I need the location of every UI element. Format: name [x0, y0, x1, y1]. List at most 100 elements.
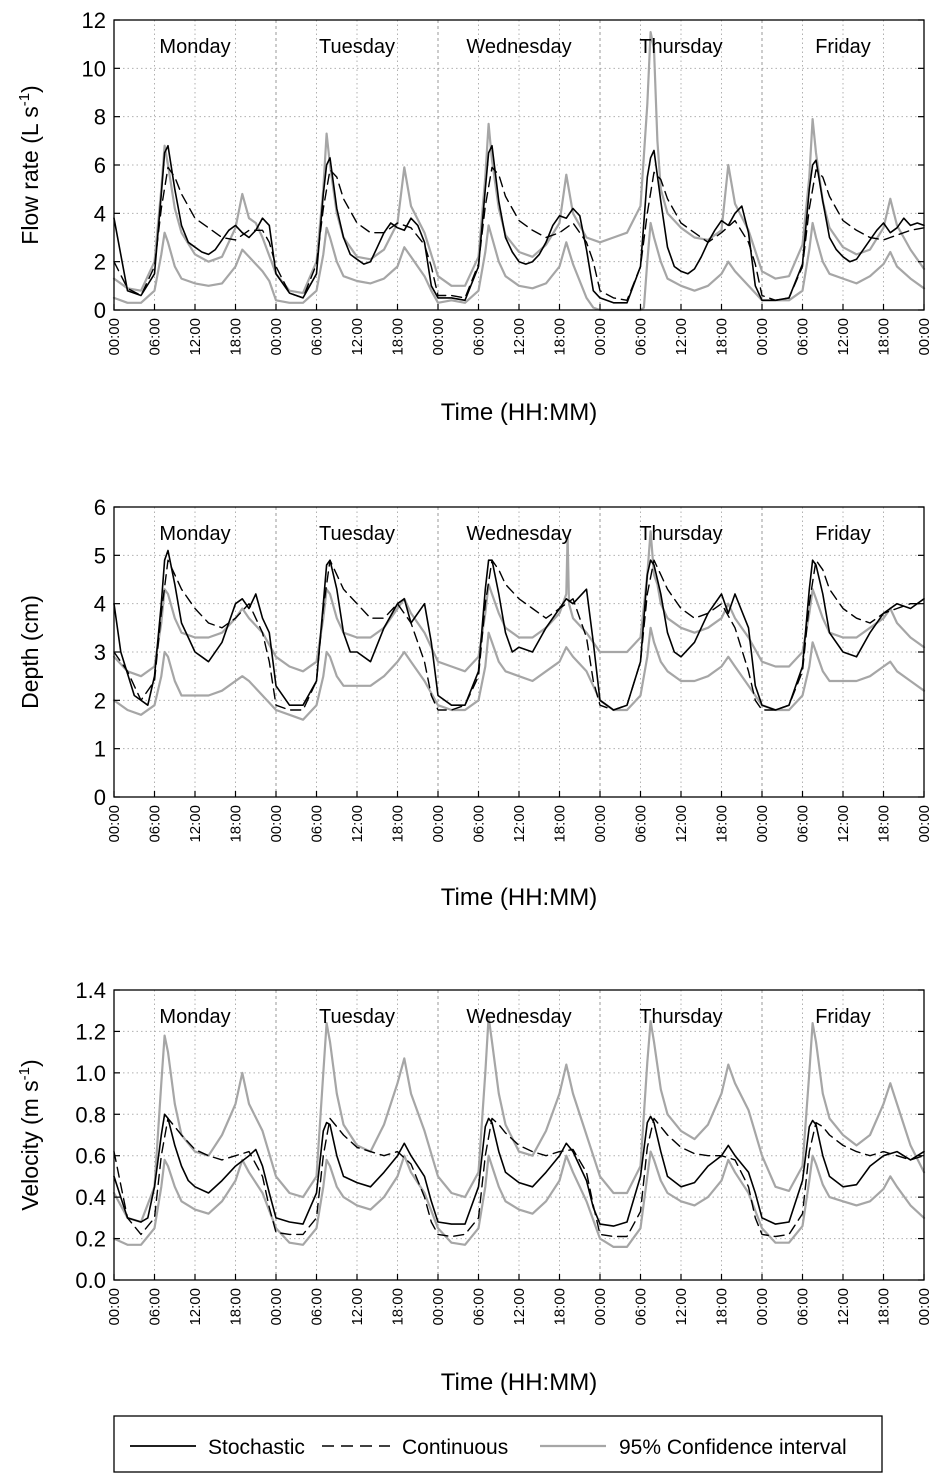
- x-tick-label: 12:00: [673, 805, 690, 843]
- legend: Stochastic Continuous 95% Confidence inter…: [113, 1415, 883, 1473]
- series-continuous-line: [113, 1117, 925, 1238]
- series-ci-lower-line: [112, 221, 926, 312]
- y-tick-label: 3: [94, 640, 106, 665]
- x-axis-title: Time (HH:MM): [441, 399, 597, 426]
- legend-box: [113, 1415, 883, 1473]
- x-tick-label: 18:00: [390, 1288, 407, 1326]
- day-label: Monday: [159, 36, 230, 58]
- x-tick-label: 18:00: [228, 318, 245, 356]
- x-tick-label: 12:00: [187, 805, 204, 843]
- series-continuous-line: [113, 166, 925, 301]
- y-tick-label: 6: [94, 495, 106, 520]
- x-tick-label: 12:00: [835, 805, 852, 843]
- x-tick-label: 00:00: [430, 805, 447, 843]
- x-tick-label: 12:00: [835, 1288, 852, 1326]
- x-tick-label: 06:00: [633, 805, 650, 843]
- x-tick-label: 12:00: [511, 1288, 528, 1326]
- y-tick-label: 2: [94, 688, 106, 713]
- series-ci-lower-line: [112, 626, 926, 721]
- x-tick-label: 12:00: [187, 318, 204, 356]
- x-tick-label: 00:00: [754, 1288, 771, 1326]
- y-tick-label: 4: [94, 201, 106, 226]
- panel-1: 0 2 4 6 8 10 12 00:00 06:00 12:00 18:00 00:00 06:00 1…: [16, 8, 929, 426]
- x-axis-title: Time (HH:MM): [441, 1369, 597, 1396]
- day-label: Friday: [815, 523, 871, 545]
- x-tick-label: 00:00: [592, 1288, 609, 1326]
- y-tick-label: 5: [94, 543, 106, 568]
- x-tick-label: 00:00: [916, 1288, 929, 1326]
- series-ci-upper-line: [112, 30, 926, 295]
- x-tick-label: 18:00: [552, 1288, 569, 1326]
- x-tick-label: 06:00: [147, 1288, 164, 1326]
- y-tick-label: 1.0: [75, 1061, 106, 1086]
- y-tick-label: 1.4: [75, 978, 106, 1003]
- legend-continuous-label: Continuous: [402, 1436, 508, 1459]
- x-tick-label: 06:00: [471, 1288, 488, 1326]
- series-stochastic-line: [113, 144, 925, 304]
- day-label: Monday: [159, 523, 230, 545]
- x-tick-label: 06:00: [633, 318, 650, 356]
- x-tick-label: 00:00: [268, 318, 285, 356]
- x-tick-label: 18:00: [876, 1288, 893, 1326]
- y-tick-label: 0.8: [75, 1102, 106, 1127]
- x-tick-label: 00:00: [268, 1288, 285, 1326]
- y-tick-label: 12: [82, 8, 106, 33]
- x-tick-label: 06:00: [309, 805, 326, 843]
- x-tick-label: 00:00: [916, 805, 929, 843]
- x-tick-label: 06:00: [471, 805, 488, 843]
- day-label: Wednesday: [466, 1006, 571, 1028]
- grid: [114, 990, 924, 1280]
- x-tick-label: 12:00: [835, 318, 852, 356]
- x-tick-label: 12:00: [511, 318, 528, 356]
- x-tick-label: 12:00: [349, 805, 366, 843]
- x-tick-label: 18:00: [714, 318, 731, 356]
- y-tick-label: 6: [94, 153, 106, 178]
- y-tick-label: 0.2: [75, 1227, 106, 1252]
- x-axis-title: Time (HH:MM): [441, 884, 597, 911]
- day-label: Friday: [815, 1006, 871, 1028]
- y-axis-title: Flow rate (L s-1): [16, 85, 43, 244]
- day-label: Wednesday: [466, 36, 571, 58]
- y-tick-label: 0: [94, 785, 106, 810]
- day-label: Friday: [815, 36, 871, 58]
- x-tick-label: 18:00: [714, 805, 731, 843]
- x-tick-label: 12:00: [187, 1288, 204, 1326]
- x-tick-label: 18:00: [552, 805, 569, 843]
- x-tick-label: 18:00: [228, 1288, 245, 1326]
- x-tick-label: 06:00: [795, 1288, 812, 1326]
- day-label: Tuesday: [319, 1006, 395, 1028]
- x-tick-label: 00:00: [106, 805, 123, 843]
- x-tick-label: 06:00: [633, 1288, 650, 1326]
- y-tick-label: 0: [94, 298, 106, 323]
- x-tick-label: 18:00: [876, 805, 893, 843]
- x-tick-label: 18:00: [876, 318, 893, 356]
- day-label: Thursday: [639, 36, 722, 58]
- x-tick-label: 18:00: [552, 318, 569, 356]
- y-axis-title: Depth (cm): [17, 595, 43, 709]
- x-tick-label: 00:00: [754, 318, 771, 356]
- y-tick-label: 0.4: [75, 1185, 106, 1210]
- y-tick-label: 10: [82, 56, 106, 81]
- series-ci-upper-line: [112, 1015, 926, 1224]
- x-tick-label: 00:00: [106, 318, 123, 356]
- x-tick-label: 18:00: [228, 805, 245, 843]
- y-tick-label: 2: [94, 250, 106, 275]
- x-tick-label: 12:00: [349, 318, 366, 356]
- x-tick-label: 18:00: [390, 318, 407, 356]
- x-tick-label: 12:00: [673, 318, 690, 356]
- day-label: Thursday: [639, 523, 722, 545]
- x-tick-label: 00:00: [916, 318, 929, 356]
- legend-stochastic-label: Stochastic: [208, 1436, 305, 1459]
- y-tick-label: 1.2: [75, 1019, 106, 1044]
- series-ci-lower-line: [112, 1150, 926, 1249]
- x-tick-label: 06:00: [147, 318, 164, 356]
- x-tick-label: 00:00: [592, 805, 609, 843]
- x-tick-label: 12:00: [349, 1288, 366, 1326]
- x-tick-label: 00:00: [106, 1288, 123, 1326]
- y-tick-label: 4: [94, 592, 106, 617]
- x-tick-label: 12:00: [673, 1288, 690, 1326]
- y-tick-label: 1: [94, 737, 106, 762]
- x-tick-label: 06:00: [795, 805, 812, 843]
- panel-2: 0 1 2 3 4 5 6 00:00 06:00 12:00 18:00 00:00 06:00 12:…: [17, 495, 929, 911]
- day-label: Tuesday: [319, 523, 395, 545]
